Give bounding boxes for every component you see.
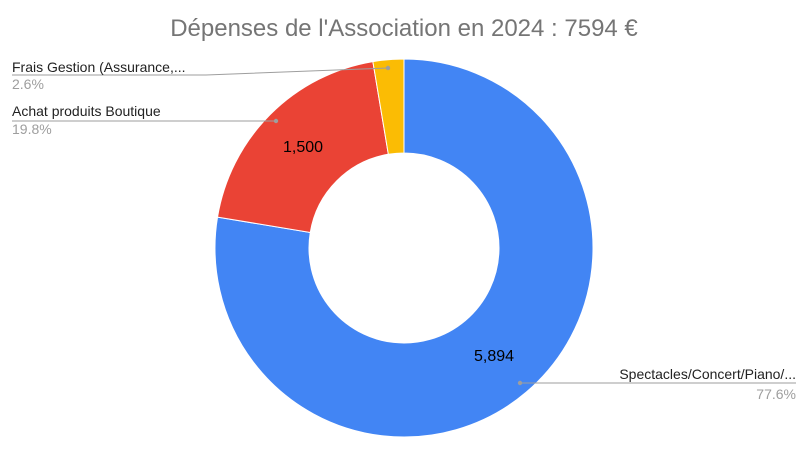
slice-name-frais: Frais Gestion (Assurance,... (12, 59, 186, 75)
slice-name-boutique: Achat produits Boutique (12, 103, 161, 119)
slice-frais (372, 58, 405, 155)
chart-title: Dépenses de l'Association en 2024 : 7594… (170, 15, 638, 42)
leader-dot-boutique (273, 118, 279, 124)
slice-spectacles (214, 58, 594, 438)
slice-percent-boutique: 19.8% (12, 121, 52, 137)
slices-group (214, 58, 594, 438)
leader-lines (12, 65, 796, 386)
data-label-spectacles: 5,894 (474, 348, 514, 365)
leader-dot-spectacles (517, 380, 523, 386)
slice-boutique (216, 61, 389, 234)
data-label-boutique: 1,500 (283, 139, 323, 156)
slice-name-spectacles: Spectacles/Concert/Piano/... (619, 366, 796, 382)
slice-percent-frais: 2.6% (12, 76, 44, 92)
leader-line-frais (12, 67, 389, 76)
leader-dot-frais (385, 65, 391, 71)
slice-percent-spectacles: 77.6% (756, 386, 796, 402)
